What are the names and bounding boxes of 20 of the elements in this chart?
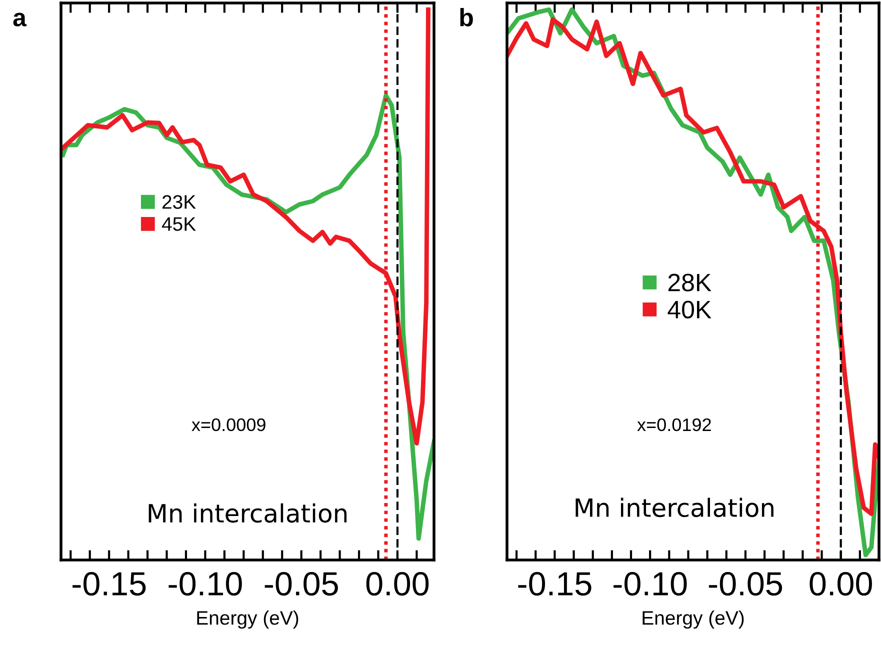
- x-tick-label: -0.05: [264, 572, 338, 596]
- x-tick-label: -0.10: [614, 572, 687, 596]
- legend-label: 28K: [668, 274, 712, 292]
- legend-label: 45K: [162, 217, 196, 231]
- legend-label: 23K: [162, 195, 196, 209]
- annotation: Mn intercalation: [576, 498, 774, 518]
- annotation: x=0.0192: [637, 418, 711, 432]
- chart-title: a: [13, 12, 27, 26]
- x-tick-label: -0.15: [72, 572, 146, 596]
- x-tick-label: -0.10: [168, 572, 242, 596]
- x-axis-title: Energy (eV): [642, 610, 744, 629]
- x-tick-label: -0.05: [708, 572, 782, 596]
- x-tick-label: 0.00: [366, 572, 429, 596]
- chart-title: b: [460, 8, 473, 26]
- x-tick-label: 0.00: [810, 572, 872, 596]
- x-axis-title: Energy (eV): [197, 610, 298, 629]
- annotation: Mn intercalation: [148, 503, 347, 523]
- x-tick-label: -0.15: [518, 572, 592, 596]
- annotation: x=0.0009: [192, 418, 266, 432]
- legend-label: 40K: [668, 300, 712, 318]
